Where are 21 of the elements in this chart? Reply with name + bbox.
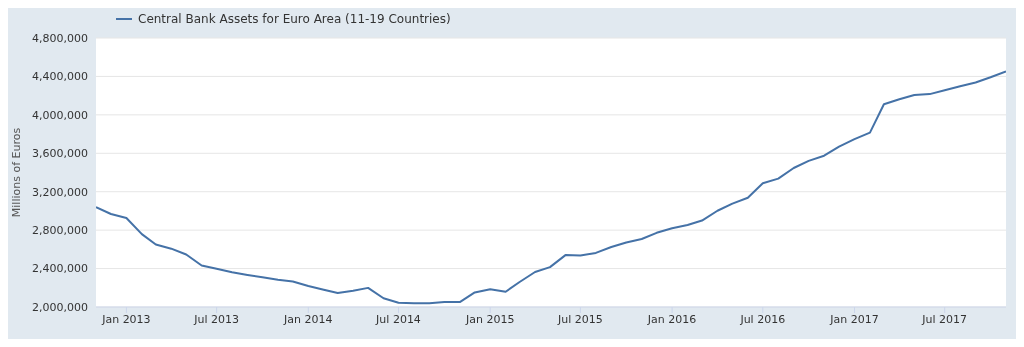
x-tick-label: Jan 2015 bbox=[464, 312, 515, 326]
x-tick-label: Jan 2014 bbox=[283, 312, 333, 326]
x-tick-label: Jul 2014 bbox=[375, 312, 421, 326]
y-tick-label: 2,800,000 bbox=[32, 224, 88, 238]
y-tick-label: 2,400,000 bbox=[32, 262, 88, 276]
x-tick-label: Jan 2017 bbox=[829, 312, 879, 326]
y-tick-label: 4,800,000 bbox=[32, 31, 88, 45]
line-series bbox=[96, 70, 1006, 305]
x-tick-label: Jul 2013 bbox=[193, 312, 239, 326]
y-axis-title: Millions of Euros bbox=[9, 127, 23, 218]
y-tick-label: 3,600,000 bbox=[32, 147, 88, 161]
x-tick-label: Jan 2016 bbox=[646, 312, 697, 326]
x-tick-label: Jul 2017 bbox=[921, 312, 968, 326]
legend-label: Central Bank Assets for Euro Area (11-19 Countries) bbox=[138, 12, 451, 26]
y-tick-label: 4,000,000 bbox=[32, 108, 88, 122]
y-tick-label: 4,400,000 bbox=[32, 70, 88, 84]
x-tick-label: Jul 2015 bbox=[557, 312, 603, 326]
y-tick-label: 3,200,000 bbox=[32, 185, 88, 199]
y-tick-label: 2,000,000 bbox=[32, 300, 88, 314]
x-tick-label: Jan 2013 bbox=[101, 312, 151, 326]
x-tick-label: Jul 2016 bbox=[739, 312, 786, 326]
